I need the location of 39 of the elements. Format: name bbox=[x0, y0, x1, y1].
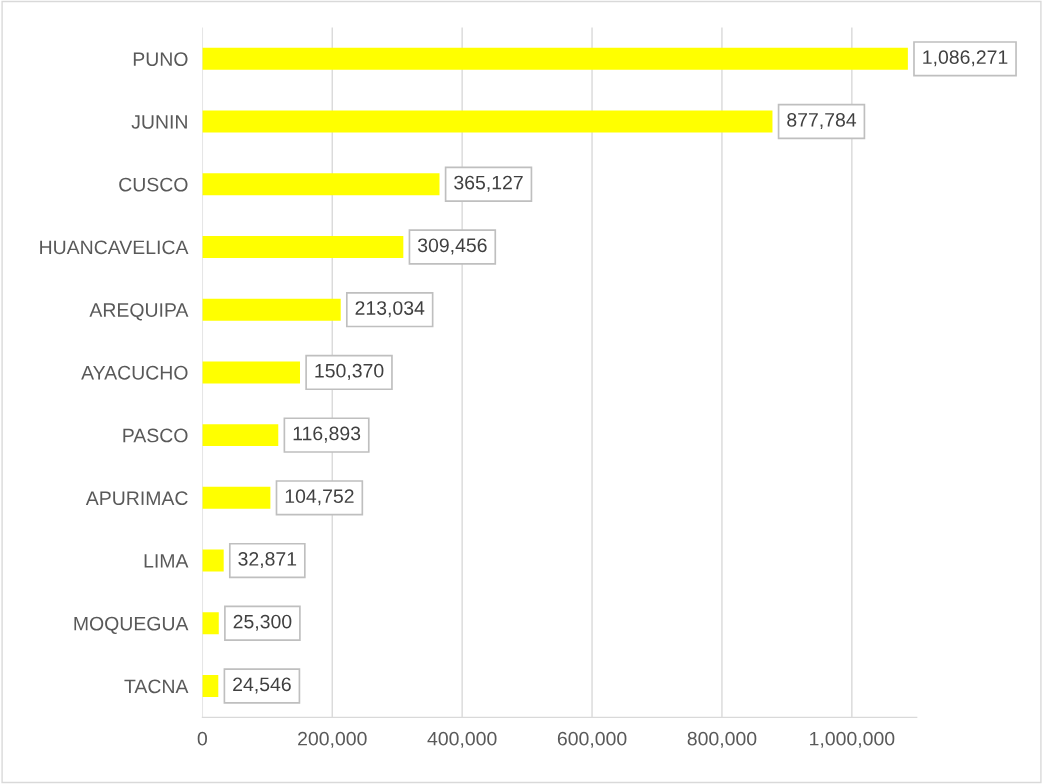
y-tick-label: AYACUCHO bbox=[81, 365, 188, 380]
y-tick-label: MOQUEGUA bbox=[74, 616, 189, 634]
bar bbox=[202, 675, 219, 697]
y-tick-label: TACNA bbox=[124, 679, 189, 694]
data-label: 365,127 bbox=[454, 175, 523, 192]
bar bbox=[202, 549, 224, 572]
data-label: 24,546 bbox=[233, 677, 291, 694]
data-label: 116,893 bbox=[293, 426, 361, 443]
x-tick-label: 400,000 bbox=[427, 731, 497, 748]
y-tick-label: PUNO bbox=[133, 52, 188, 67]
data-label: 104,752 bbox=[285, 489, 354, 506]
x-tick-label: 800,000 bbox=[687, 731, 757, 748]
y-tick-label: APURIMAC bbox=[85, 491, 188, 506]
y-tick-label: JUNIN bbox=[131, 115, 187, 129]
data-label: 25,300 bbox=[233, 614, 292, 631]
y-tick-label: LIMA bbox=[144, 554, 189, 568]
bar bbox=[202, 235, 404, 258]
bar bbox=[202, 612, 219, 635]
data-label: 309,456 bbox=[417, 238, 487, 255]
x-tick-label: 200,000 bbox=[298, 731, 367, 748]
data-label: 32,871 bbox=[238, 552, 297, 569]
data-label: 877,784 bbox=[787, 112, 857, 130]
bar bbox=[202, 110, 773, 133]
bar bbox=[202, 486, 271, 509]
bar bbox=[202, 298, 341, 321]
x-tick-label: 1,000,000 bbox=[810, 731, 895, 748]
bar bbox=[202, 173, 440, 196]
data-label: 150,370 bbox=[315, 363, 384, 380]
bar bbox=[202, 424, 279, 447]
y-tick-label: CUSCO bbox=[119, 177, 188, 192]
y-tick-label: AREQUIPA bbox=[89, 303, 189, 321]
y-tick-label: PASCO bbox=[123, 428, 188, 443]
bar bbox=[202, 47, 908, 70]
y-tick-label: HUANCAVELICA bbox=[40, 240, 189, 255]
bar bbox=[202, 361, 301, 384]
data-label: 1,086,271 bbox=[923, 50, 1008, 67]
x-tick-label: 600,000 bbox=[557, 731, 627, 748]
data-label: 213,034 bbox=[355, 301, 425, 318]
x-tick-label: 0 bbox=[197, 731, 207, 746]
